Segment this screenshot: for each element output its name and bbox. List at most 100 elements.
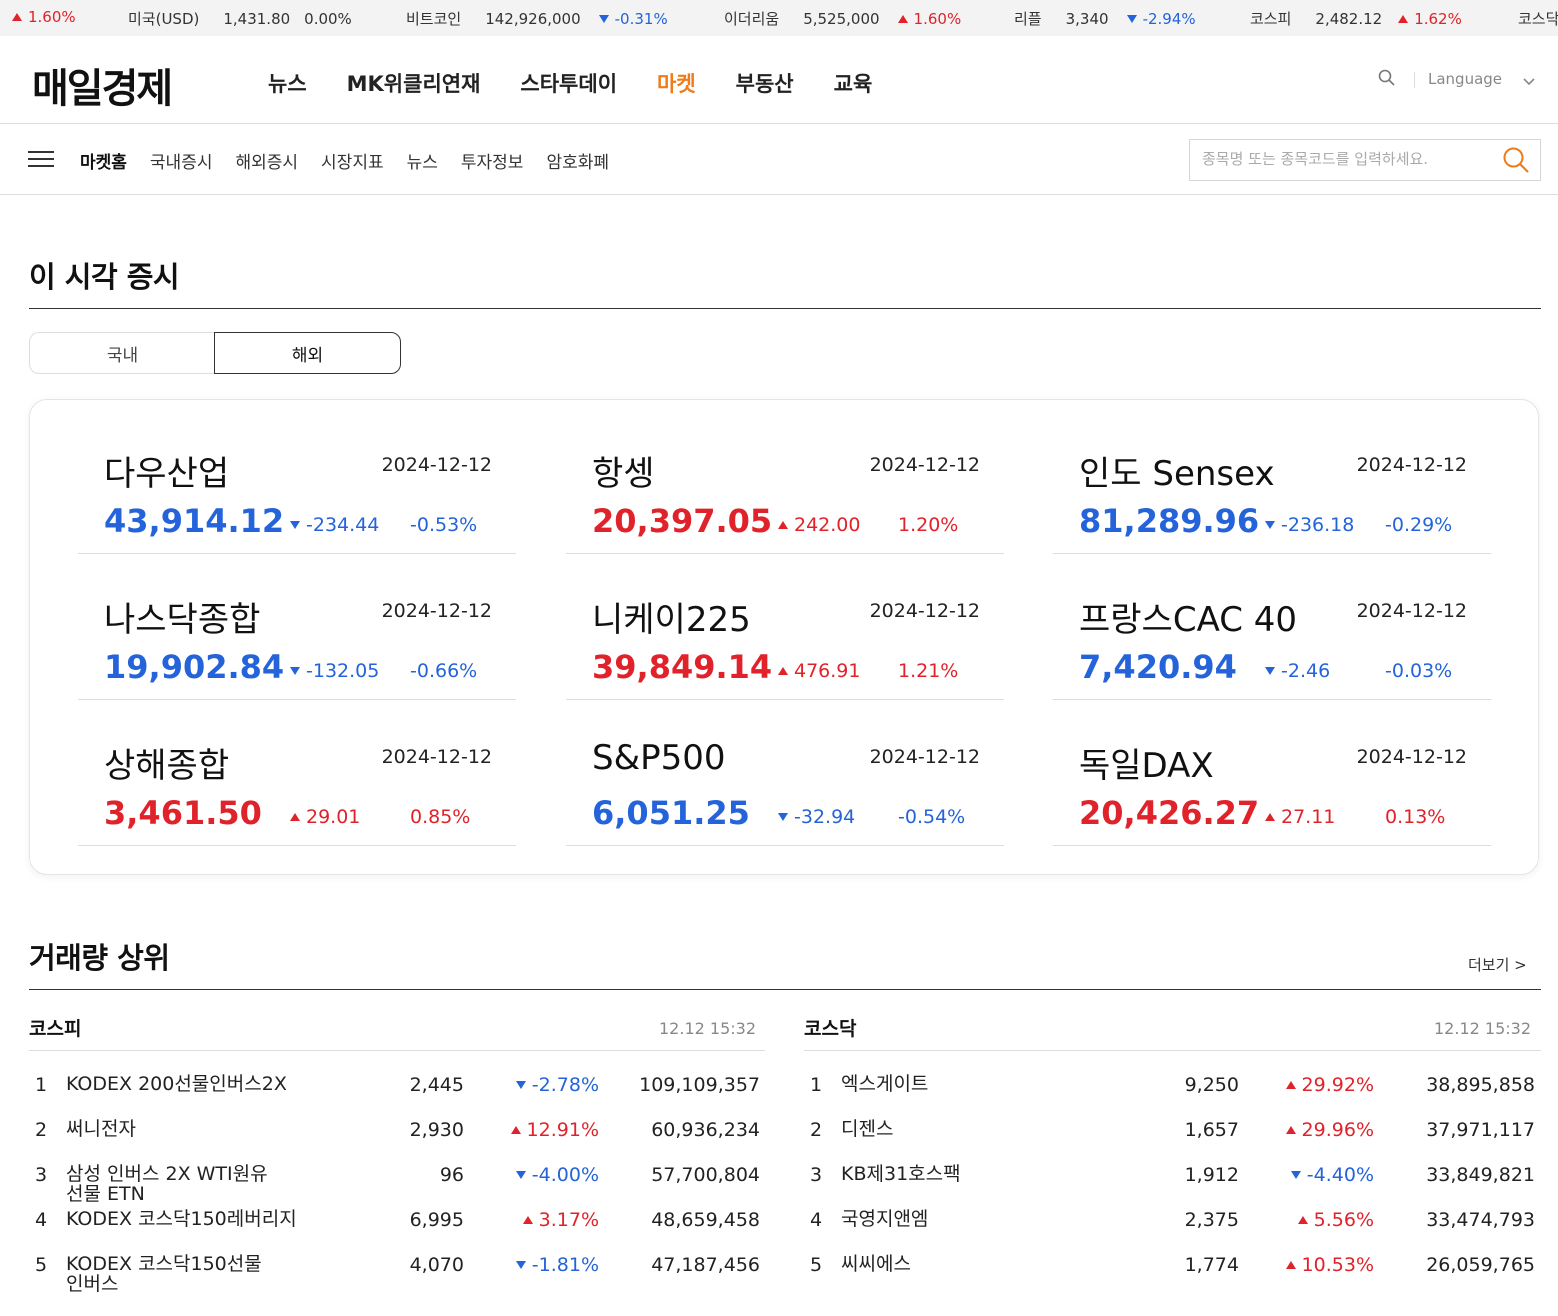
- index-item[interactable]: 항셍 2024-12-12 20,397.05 242.00 1.20%: [566, 408, 1004, 554]
- section-divider: [29, 989, 1541, 990]
- site-logo[interactable]: 매일경제: [32, 65, 173, 112]
- table-row[interactable]: 5 KODEX 코스닥150선물인버스 4,070 -1.81% 47,187,…: [35, 1253, 760, 1295]
- index-item[interactable]: 독일DAX 2024-12-12 20,426.27 27.11 0.13%: [1053, 700, 1491, 846]
- divider: [1414, 72, 1415, 88]
- index-item[interactable]: 인도 Sensex 2024-12-12 81,289.96 -236.18 -…: [1053, 408, 1491, 554]
- stock-name[interactable]: KODEX 코스닥150선물인버스: [66, 1253, 262, 1295]
- site-header: 매일경제 뉴스 MK위클리연재 스타투데이 마켓 부동산 교육 Language: [0, 36, 1558, 124]
- subnav-item-crypto[interactable]: 암호화폐: [546, 153, 610, 173]
- index-date: 2024-12-12: [381, 600, 492, 622]
- index-change: -2.46: [1265, 660, 1330, 682]
- subnav-item-invest-info[interactable]: 투자정보: [460, 153, 524, 173]
- ticker-item[interactable]: 리플 3,340 -2.94%: [1014, 9, 1196, 29]
- search-icon[interactable]: [1502, 146, 1530, 178]
- index-name: 독일DAX: [1079, 746, 1214, 786]
- down-arrow-icon: [1126, 14, 1137, 23]
- stock-name[interactable]: KODEX 200선물인버스2X: [66, 1073, 287, 1095]
- up-arrow-icon: [1285, 1081, 1296, 1089]
- menu-icon[interactable]: [28, 151, 54, 169]
- subnav-item-overseas[interactable]: 해외증시: [235, 153, 299, 173]
- index-item[interactable]: 상해종합 2024-12-12 3,461.50 29.01 0.85%: [78, 700, 516, 846]
- stock-name[interactable]: 디젠스: [841, 1118, 894, 1140]
- table-row[interactable]: 1 KODEX 200선물인버스2X 2,445 -2.78% 109,109,…: [35, 1073, 760, 1096]
- index-value: 3,461.50: [104, 794, 262, 832]
- index-item[interactable]: 나스닥종합 2024-12-12 19,902.84 -132.05 -0.66…: [78, 554, 516, 700]
- index-percent: 1.20%: [898, 514, 959, 536]
- stock-name[interactable]: 국영지앤엠: [841, 1208, 929, 1230]
- nav-news[interactable]: 뉴스: [268, 72, 307, 96]
- search-icon[interactable]: [1378, 69, 1398, 89]
- table-row[interactable]: 4 KODEX 코스닥150레버리지 6,995 3.17% 48,659,45…: [35, 1208, 760, 1231]
- up-arrow-icon: [1285, 1261, 1296, 1269]
- index-value: 7,420.94: [1079, 648, 1237, 686]
- table-row[interactable]: 2 디젠스 1,657 29.96% 37,971,117: [810, 1118, 1535, 1141]
- index-percent: -0.29%: [1385, 514, 1453, 536]
- table-row[interactable]: 4 국영지앤엠 2,375 5.56% 33,474,793: [810, 1208, 1535, 1231]
- index-date: 2024-12-12: [381, 454, 492, 476]
- up-arrow-icon: [1265, 813, 1275, 821]
- market-subnav-items: 마켓홈 국내증시 해외증시 시장지표 뉴스 투자정보 암호화폐: [80, 148, 609, 173]
- index-item[interactable]: 프랑스CAC 40 2024-12-12 7,420.94 -2.46 -0.0…: [1053, 554, 1491, 700]
- nav-mk-weekly[interactable]: MK위클리연재: [346, 72, 481, 96]
- global-nav: 뉴스 MK위클리연재 스타투데이 마켓 부동산 교육: [268, 68, 872, 98]
- section-title-volume-top: 거래량 상위: [29, 941, 170, 975]
- section-title-market-now: 이 시각 증시: [29, 260, 180, 294]
- ticker-item[interactable]: 미국(USD) 1,431.80 0.00%: [128, 9, 352, 29]
- chevron-down-icon[interactable]: [1522, 72, 1536, 91]
- market-name: 코스피: [29, 1018, 82, 1040]
- stock-name[interactable]: 삼성 인버스 2X WTI원유 선물 ETN: [66, 1163, 268, 1205]
- index-percent: -0.53%: [410, 514, 478, 536]
- up-arrow-icon: [12, 13, 22, 21]
- index-value: 20,426.27: [1079, 794, 1260, 832]
- ticker-item[interactable]: 코스피 2,482.12 1.62%: [1250, 9, 1462, 29]
- stock-name[interactable]: 엑스게이트: [841, 1073, 929, 1095]
- index-change: -234.44: [290, 514, 379, 536]
- stock-name[interactable]: KB제31호스팩: [841, 1163, 961, 1185]
- table-row[interactable]: 2 써니전자 2,930 12.91% 60,936,234: [35, 1118, 760, 1141]
- table-row[interactable]: 3 삼성 인버스 2X WTI원유 선물 ETN 96 -4.00% 57,70…: [35, 1163, 760, 1205]
- stock-search-input[interactable]: [1202, 150, 1482, 168]
- stock-name[interactable]: 써니전자: [66, 1118, 136, 1140]
- index-value: 6,051.25: [592, 794, 750, 832]
- index-percent: 0.85%: [410, 806, 471, 828]
- up-arrow-icon: [1297, 1216, 1308, 1224]
- index-change: -236.18: [1265, 514, 1354, 536]
- more-link[interactable]: 더보기 >: [1468, 956, 1527, 974]
- subnav-item-news[interactable]: 뉴스: [406, 153, 438, 173]
- table-row[interactable]: 1 엑스게이트 9,250 29.92% 38,895,858: [810, 1073, 1535, 1096]
- table-row[interactable]: 5 씨씨에스 1,774 10.53% 26,059,765: [810, 1253, 1535, 1276]
- index-name: 상해종합: [104, 746, 230, 786]
- market-subnav: 마켓홈 국내증시 해외증시 시장지표 뉴스 투자정보 암호화폐: [0, 125, 1558, 195]
- index-change: -32.94: [778, 806, 855, 828]
- update-time: 12.12 15:32: [1434, 1019, 1531, 1038]
- stock-name[interactable]: KODEX 코스닥150레버리지: [66, 1208, 297, 1230]
- index-date: 2024-12-12: [1356, 454, 1467, 476]
- stock-name[interactable]: 씨씨에스: [841, 1253, 911, 1275]
- index-item[interactable]: 니케이225 2024-12-12 39,849.14 476.91 1.21%: [566, 554, 1004, 700]
- table-row[interactable]: 3 KB제31호스팩 1,912 -4.40% 33,849,821: [810, 1163, 1535, 1186]
- ticker-item[interactable]: 코스닥: [1518, 10, 1558, 28]
- nav-market[interactable]: 마켓: [657, 72, 696, 96]
- up-arrow-icon: [1398, 14, 1409, 23]
- stock-search-box: [1189, 139, 1541, 181]
- down-arrow-icon: [1290, 1171, 1301, 1179]
- language-selector[interactable]: Language: [1428, 70, 1503, 88]
- up-arrow-icon: [522, 1216, 533, 1224]
- index-value: 81,289.96: [1079, 502, 1260, 540]
- subnav-item-market-home[interactable]: 마켓홈: [80, 153, 127, 173]
- index-item[interactable]: 다우산업 2024-12-12 43,914.12 -234.44 -0.53%: [78, 408, 516, 554]
- tab-domestic[interactable]: 국내: [29, 332, 215, 374]
- nav-star-today[interactable]: 스타투데이: [520, 72, 618, 96]
- index-item[interactable]: S&P500 2024-12-12 6,051.25 -32.94 -0.54%: [566, 700, 1004, 846]
- market-name: 코스닥: [804, 1018, 857, 1040]
- subnav-item-indicators[interactable]: 시장지표: [321, 153, 384, 173]
- subnav-item-domestic[interactable]: 국내증시: [149, 153, 213, 173]
- tab-overseas[interactable]: 해외: [214, 332, 401, 374]
- ticker-item[interactable]: 이더리움 5,525,000 1.60%: [724, 9, 962, 29]
- ticker-item[interactable]: 1.60%: [12, 8, 76, 26]
- ticker-item[interactable]: 비트코인 142,926,000 -0.31%: [406, 9, 668, 29]
- index-change: 29.01: [290, 806, 360, 828]
- index-name: 인도 Sensex: [1079, 454, 1275, 494]
- nav-education[interactable]: 교육: [833, 72, 873, 96]
- nav-real-estate[interactable]: 부동산: [735, 72, 794, 96]
